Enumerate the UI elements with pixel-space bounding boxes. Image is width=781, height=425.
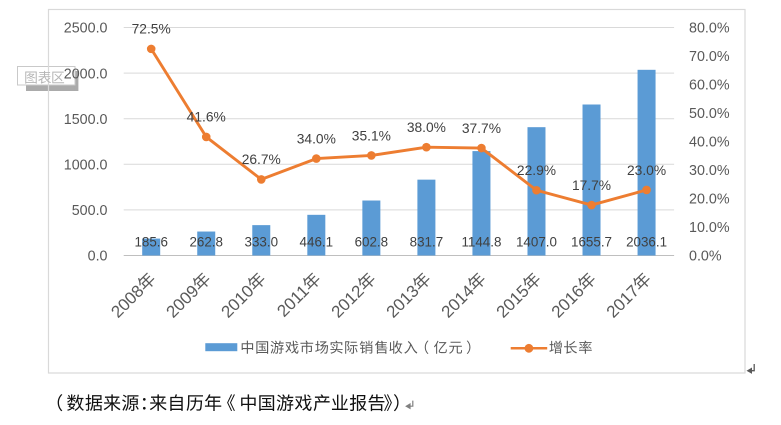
svg-text:50.0%: 50.0% — [689, 106, 730, 122]
svg-text:2036.1: 2036.1 — [626, 235, 667, 250]
svg-text:1144.8: 1144.8 — [461, 235, 501, 250]
svg-text:26.7%: 26.7% — [242, 152, 281, 167]
svg-text:1655.7: 1655.7 — [571, 235, 612, 250]
svg-text:602.8: 602.8 — [355, 235, 389, 250]
svg-text:333.0: 333.0 — [245, 235, 279, 250]
svg-text:500.0: 500.0 — [72, 203, 108, 219]
svg-text:2500.0: 2500.0 — [64, 21, 108, 37]
svg-text:72.5%: 72.5% — [132, 22, 171, 37]
svg-text:831.7: 831.7 — [410, 235, 444, 250]
svg-text:0.0%: 0.0% — [689, 249, 722, 265]
svg-text:446.1: 446.1 — [300, 235, 334, 250]
svg-text:262.8: 262.8 — [189, 235, 223, 250]
svg-text:2000.0: 2000.0 — [64, 66, 108, 82]
svg-text:0.0: 0.0 — [88, 249, 108, 265]
svg-text:34.0%: 34.0% — [297, 131, 336, 146]
svg-text:37.7%: 37.7% — [462, 121, 501, 136]
svg-text:38.0%: 38.0% — [407, 120, 446, 135]
svg-text:1000.0: 1000.0 — [64, 158, 108, 174]
svg-text:22.9%: 22.9% — [517, 163, 556, 178]
svg-text:17.7%: 17.7% — [572, 178, 611, 193]
svg-text:1500.0: 1500.0 — [64, 112, 108, 128]
svg-text:80.0%: 80.0% — [689, 21, 730, 37]
svg-text:41.6%: 41.6% — [187, 110, 226, 125]
svg-text:70.0%: 70.0% — [689, 49, 730, 65]
svg-text:1407.0: 1407.0 — [516, 235, 557, 250]
svg-text:35.1%: 35.1% — [352, 128, 391, 143]
svg-text:23.0%: 23.0% — [627, 163, 666, 178]
svg-text:40.0%: 40.0% — [689, 135, 730, 151]
svg-text:30.0%: 30.0% — [689, 163, 730, 179]
svg-text:185.6: 185.6 — [134, 235, 168, 250]
svg-text:60.0%: 60.0% — [689, 78, 730, 94]
svg-text:20.0%: 20.0% — [689, 192, 730, 208]
svg-text:10.0%: 10.0% — [689, 220, 730, 236]
